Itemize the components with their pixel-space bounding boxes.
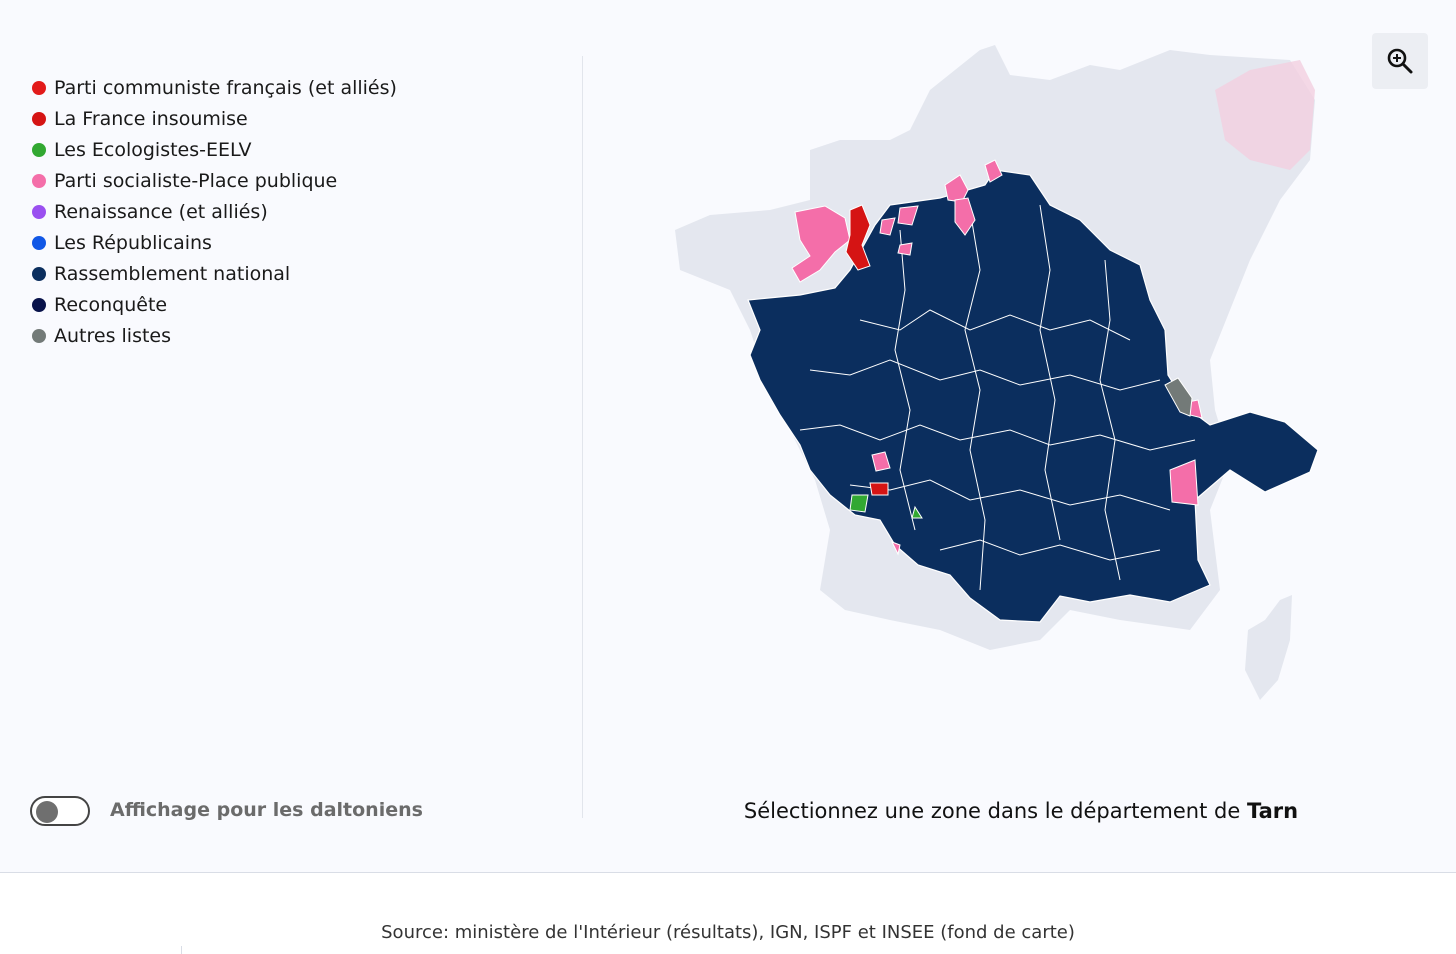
lfi-zone-center[interactable] [869,482,889,496]
selection-prefix: Sélectionnez une zone dans le départemen… [743,799,1241,823]
legend-label: Renaissance (et alliés) [54,200,268,223]
legend: Parti communiste français (et alliés) La … [32,72,397,351]
ps-zone-north-3[interactable] [984,159,1003,183]
legend-color-dot [32,235,46,250]
zoom-button[interactable] [1372,33,1428,89]
autres-zone[interactable] [1164,377,1193,417]
ps-zone-north-2[interactable] [954,197,976,236]
faded-region [1215,60,1315,170]
legend-item: Les Républicains [32,227,397,258]
legend-color-dot [32,80,46,95]
source-note: Source: ministère de l'Intérieur (résult… [381,922,1075,943]
ps-zone-southwest[interactable] [890,541,901,556]
lfi-zone-northwest[interactable] [845,204,871,271]
legend-item: Rassemblement national [32,258,397,289]
eelv-zone-1[interactable] [849,494,869,513]
colorblind-toggle-label: Affichage pour les daltoniens [110,799,423,821]
eelv-zone-2[interactable] [911,505,923,519]
legend-color-dot [32,297,46,312]
legend-label: Reconquête [54,293,168,316]
ps-zone-north-6[interactable] [897,242,913,256]
department-map [650,30,1350,730]
legend-color-dot [32,111,46,126]
legend-item: Renaissance (et alliés) [32,196,397,227]
toggle-knob [36,801,58,823]
footer-tick [181,946,182,954]
legend-label: Les Républicains [54,231,212,254]
map-panel: Parti communiste français (et alliés) La … [0,30,1456,873]
selection-message: Sélectionnez une zone dans le départemen… [600,799,1442,823]
legend-item: Les Ecologistes-EELV [32,134,397,165]
legend-label: Les Ecologistes-EELV [54,138,252,161]
legend-label: Rassemblement national [54,262,291,285]
ps-zone-center[interactable] [871,451,891,472]
ps-zone-north-1[interactable] [944,174,969,203]
ps-zone-east[interactable] [1169,459,1199,506]
corsica-background [1245,595,1292,700]
divider [582,56,583,818]
legend-item: Autres listes [32,320,397,351]
ps-zone-north-5[interactable] [879,217,896,236]
commune-boundaries [799,204,1196,591]
legend-label: Autres listes [54,324,172,347]
legend-item: Parti communiste français (et alliés) [32,72,397,103]
colorblind-toggle[interactable] [30,796,90,826]
legend-item: La France insoumise [32,103,397,134]
selection-department: Tarn [1246,799,1299,823]
map-svg [675,45,1319,700]
ps-zone-north-4[interactable] [897,205,919,226]
legend-label: Parti socialiste-Place publique [54,169,338,192]
legend-item: Parti socialiste-Place publique [32,165,397,196]
legend-color-dot [32,173,46,188]
legend-color-dot [32,204,46,219]
legend-label: Parti communiste français (et alliés) [54,76,397,99]
legend-label: La France insoumise [54,107,248,130]
legend-item: Reconquête [32,289,397,320]
legend-color-dot [32,142,46,157]
legend-color-dot [32,266,46,281]
ps-zone-northwest[interactable] [791,205,851,283]
rn-zone-main[interactable] [747,169,1319,623]
legend-color-dot [32,328,46,343]
zoom-in-icon [1387,48,1413,74]
